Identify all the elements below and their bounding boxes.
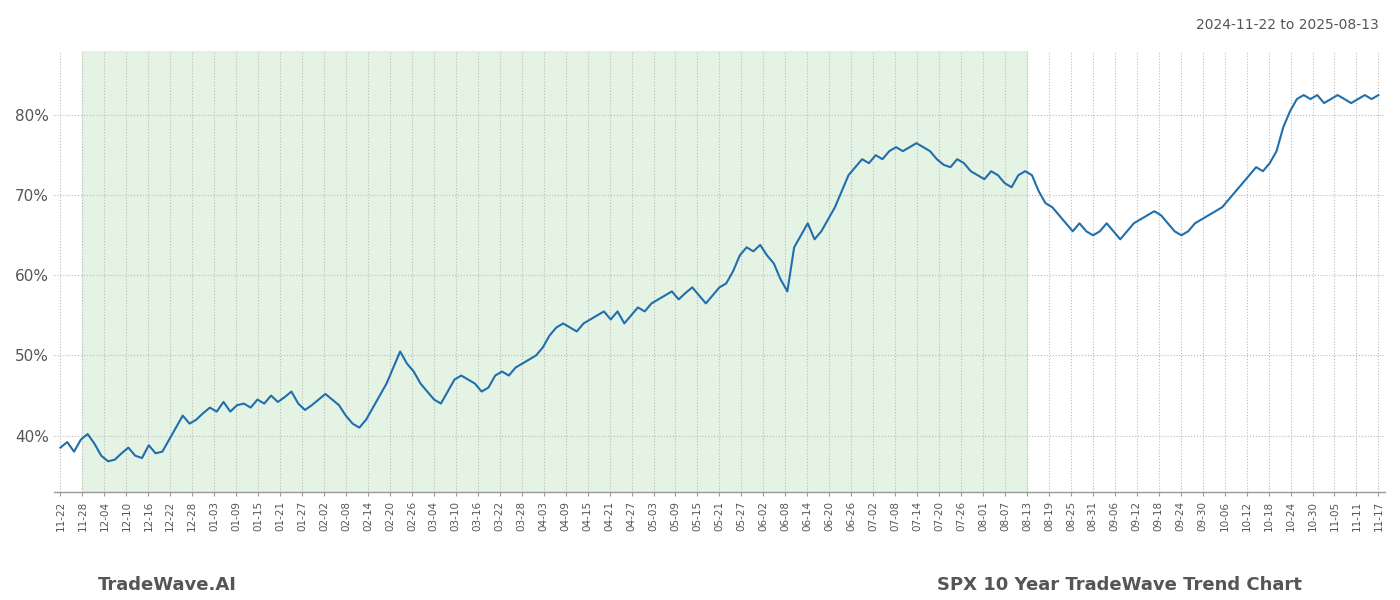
- Text: SPX 10 Year TradeWave Trend Chart: SPX 10 Year TradeWave Trend Chart: [937, 576, 1302, 594]
- Text: 2024-11-22 to 2025-08-13: 2024-11-22 to 2025-08-13: [1196, 18, 1379, 32]
- Text: TradeWave.AI: TradeWave.AI: [98, 576, 237, 594]
- Bar: [83, 51, 1028, 492]
